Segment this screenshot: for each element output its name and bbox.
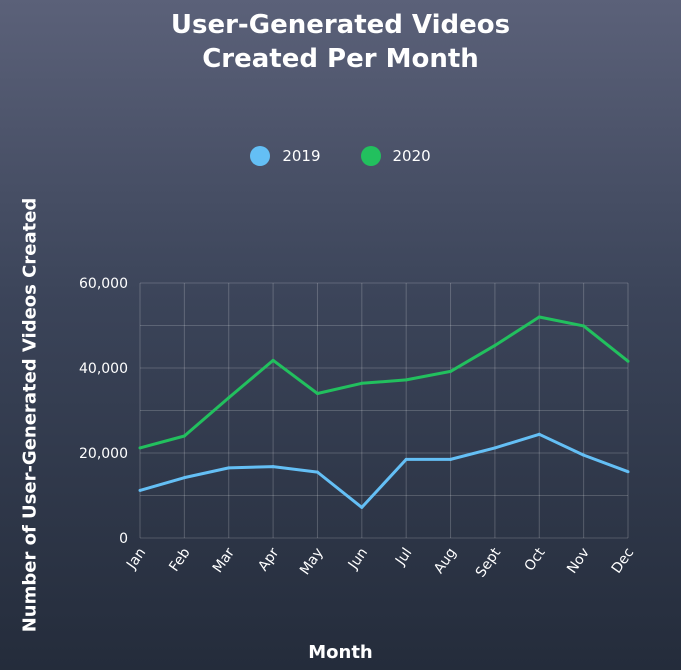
legend-item-2020[interactable]: 2020 [360,146,431,166]
data-point-2020 [227,396,231,400]
x-tick-label: Apr [255,545,282,574]
chart-title: User-Generated Videos Created Per Month [0,8,681,76]
data-point-2020 [271,358,275,362]
data-point-2020 [582,324,586,328]
legend-label: 2020 [392,147,431,165]
data-point-2019 [537,432,541,436]
legend-swatch [360,146,381,166]
data-point-2020 [404,378,408,382]
data-point-2019 [182,476,186,480]
x-tick-label: Jul [392,545,415,569]
title-line-2: Created Per Month [202,44,479,74]
x-tick-label: Jan [123,545,149,573]
data-point-2019 [271,465,275,469]
data-point-2019 [582,453,586,457]
y-tick-label: 60,000 [79,276,128,292]
series-line-2019 [139,432,629,509]
x-tick-label: Jun [345,545,371,573]
data-point-2020 [315,392,319,395]
data-point-2020 [493,343,497,347]
x-tick-label: May [297,545,327,578]
legend-label: 2019 [282,147,321,165]
data-point-2020 [138,446,142,450]
data-point-2020 [449,369,453,373]
x-tick-label: Feb [166,545,193,575]
data-point-2019 [449,457,453,461]
legend-swatch [250,146,271,166]
y-tick-label: 0 [119,531,128,547]
data-point-2019 [626,470,630,474]
x-tick-label: Aug [431,545,460,577]
series-line-2020 [139,315,629,450]
legend-item-2019[interactable]: 2019 [250,146,321,166]
x-tick-label: Oct [522,545,549,574]
data-point-2019 [315,470,319,474]
x-tick-label: Mar [210,545,238,576]
data-point-2019 [227,466,231,470]
y-tick-label: 20,000 [79,446,128,462]
title-line-1: User-Generated Videos [170,10,511,40]
x-tick-label: Nov [564,545,593,577]
data-point-2020 [360,381,364,385]
y-tick-label: 40,000 [79,361,128,377]
data-point-2019 [404,457,408,461]
x-tick-label: Dec [609,545,638,576]
data-point-2019 [360,505,364,509]
y-axis-label: Number of User-Generated Videos Created [19,197,41,633]
data-point-2019 [493,446,497,450]
x-axis-label: Month [308,642,373,663]
data-point-2019 [138,488,142,492]
data-point-2020 [182,434,186,438]
legend: 2019 2020 [0,146,681,166]
data-point-2020 [626,359,630,363]
x-tick-label: Sept [473,545,505,581]
data-point-2020 [537,315,541,319]
